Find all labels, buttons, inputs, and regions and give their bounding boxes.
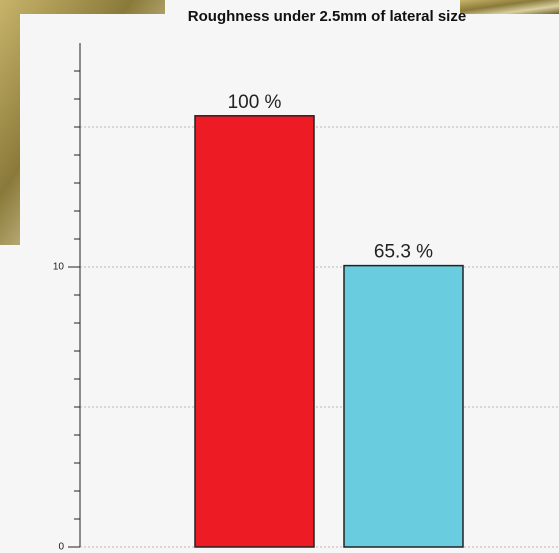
- y-tick-label: 0: [58, 542, 64, 553]
- y-tick-label: 10: [53, 262, 65, 273]
- chart-title: Roughness under 2.5mm of lateral size: [188, 8, 466, 25]
- bar-annotation: 65.3 %: [374, 242, 433, 263]
- bar: [343, 264, 464, 548]
- photo-fragment: [460, 0, 559, 14]
- bar: [194, 115, 315, 548]
- bar-annotation: 100 %: [228, 92, 282, 113]
